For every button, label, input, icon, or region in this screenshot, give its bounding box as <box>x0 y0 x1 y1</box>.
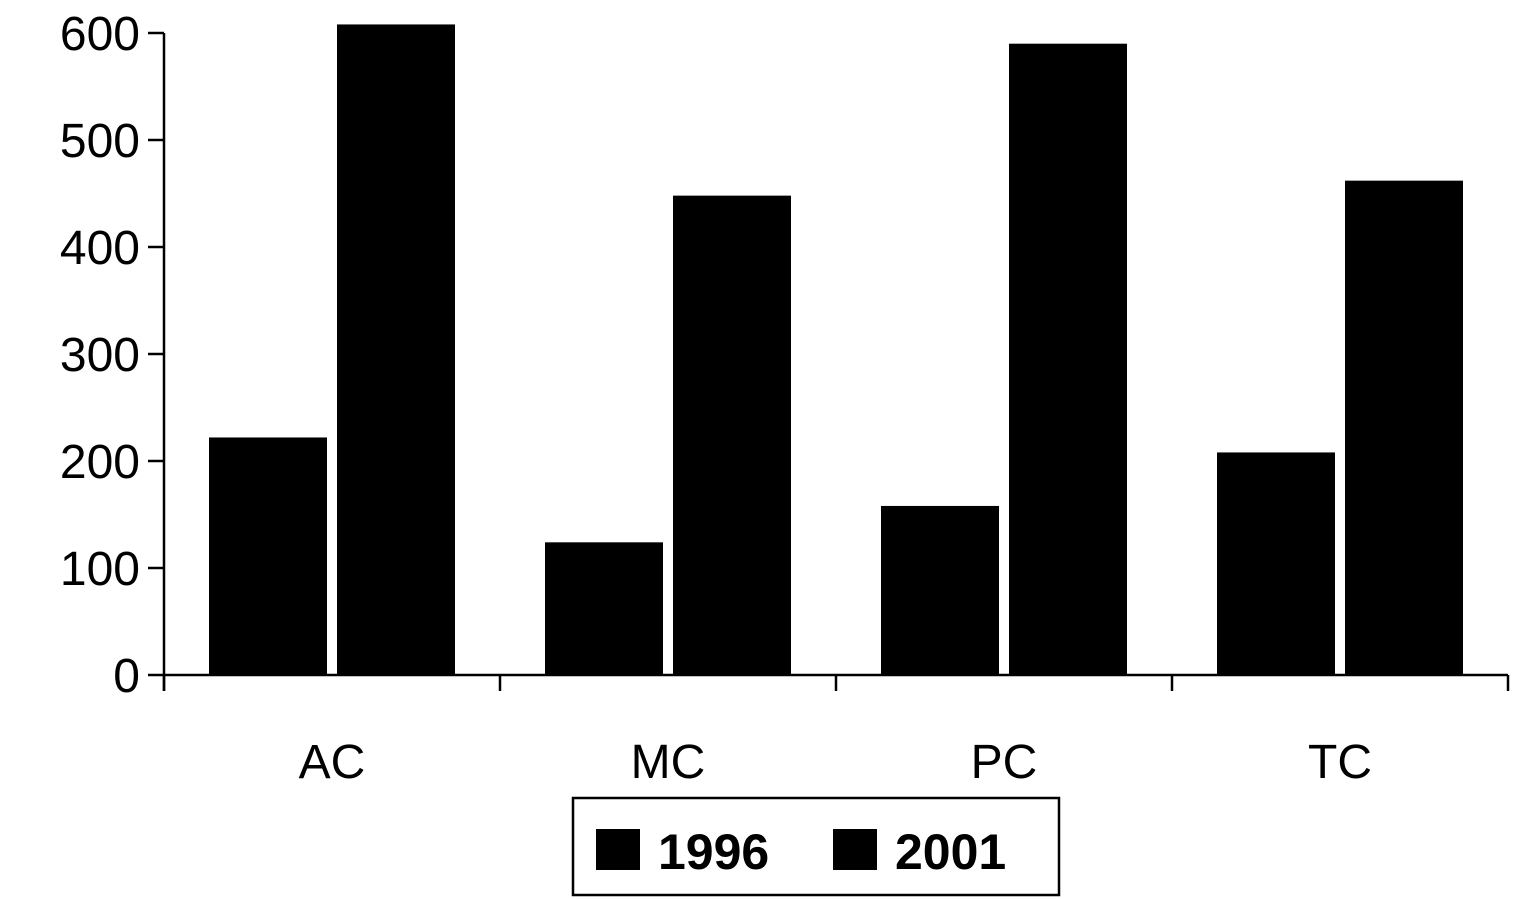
legend-box <box>571 796 1061 897</box>
legend-swatch-2001 <box>833 829 877 870</box>
legend-label-1996: 1996 <box>658 824 769 880</box>
y-tick-label: 100 <box>60 543 140 596</box>
axes-group <box>148 31 1510 691</box>
y-tick-label: 200 <box>60 436 140 489</box>
bar-tc-1996 <box>1217 452 1335 675</box>
legend-label-2001: 2001 <box>895 824 1006 880</box>
bar-tc-2001 <box>1345 180 1463 675</box>
y-tick-label: 600 <box>60 8 140 61</box>
bar-mc-1996 <box>545 542 663 675</box>
x-tick-label-mc: MC <box>631 736 706 789</box>
y-tick-label: 0 <box>113 650 140 703</box>
bar-ac-2001 <box>337 24 455 675</box>
y-tick-label: 300 <box>60 329 140 382</box>
bar-pc-1996 <box>881 505 999 675</box>
x-tick-label-ac: AC <box>299 736 366 789</box>
x-tick-label-tc: TC <box>1308 736 1372 789</box>
x-tick-labels: AC MC PC TC <box>299 736 1372 789</box>
legend: 1996 2001 <box>571 796 1061 897</box>
y-tick-labels: 0 100 200 300 400 500 600 <box>60 8 140 703</box>
y-tick-label: 400 <box>60 222 140 275</box>
x-tick-label-pc: PC <box>971 736 1038 789</box>
bars-group <box>209 24 1463 675</box>
bar-mc-2001 <box>673 195 791 675</box>
bar-pc-2001 <box>1009 43 1127 675</box>
legend-swatch-1996 <box>596 829 640 870</box>
bar-ac-1996 <box>209 437 327 675</box>
y-tick-label: 500 <box>60 115 140 168</box>
